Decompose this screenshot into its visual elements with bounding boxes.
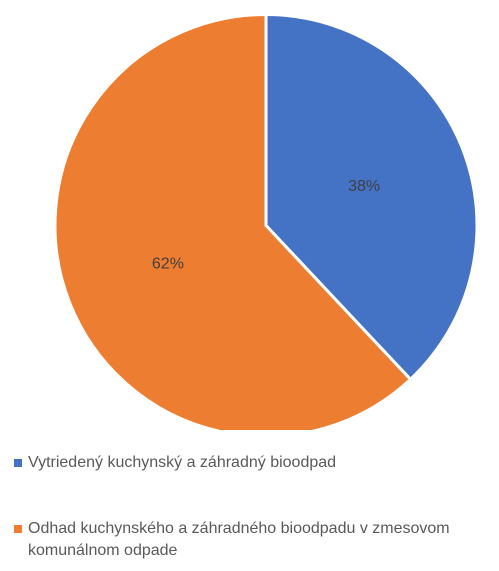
data-label: 62% [152,256,184,273]
data-label: 38% [348,178,380,195]
pie-slice [264,12,479,382]
chart: 38% 62% [53,12,479,430]
legend-entry: Odhad kuchynského a záhradného bioodpadu… [14,518,498,562]
legend-swatch [14,459,22,467]
legend-label: Odhad kuchynského a záhradného bioodpadu… [28,520,450,559]
legend-label: Vytriedený kuchynský a záhradný bioodpad [28,454,337,471]
pie-slice [53,12,413,430]
legend-entry: Vytriedený kuchynský a záhradný bioodpad [14,452,498,474]
legend-swatch [14,525,22,533]
